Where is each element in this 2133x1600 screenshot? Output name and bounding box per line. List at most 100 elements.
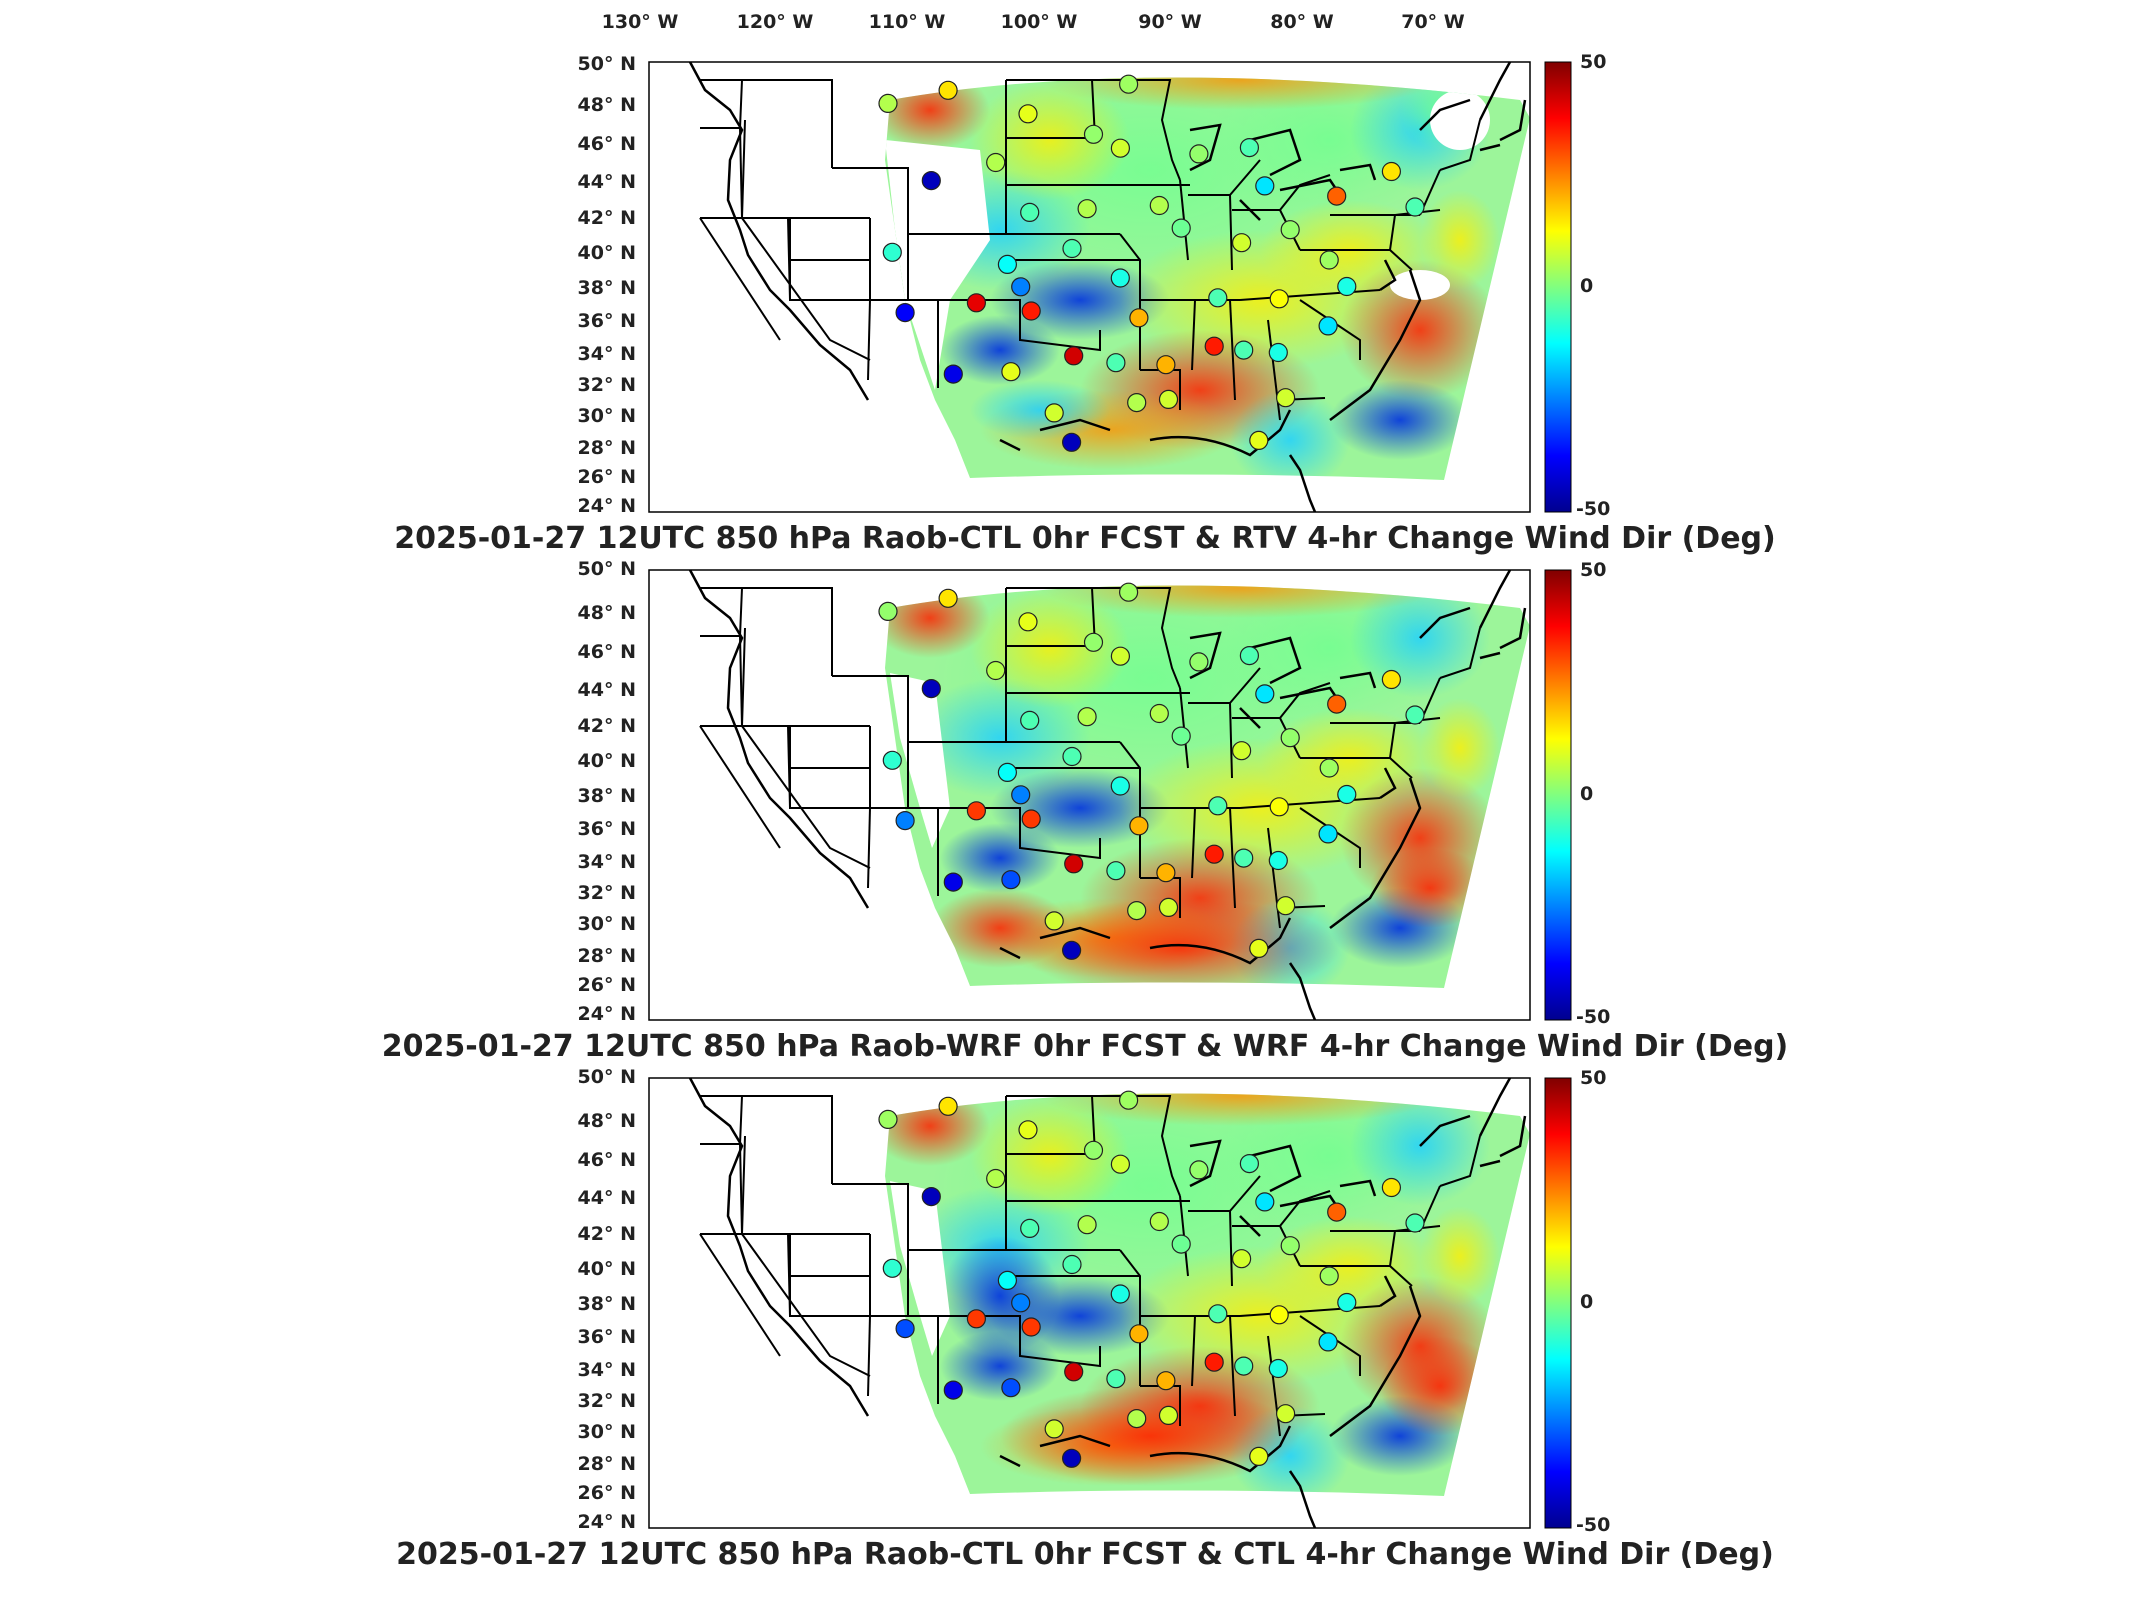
lat-label-40n: 40° N — [578, 1258, 636, 1280]
panel-3-title: 2025-01-27 12UTC 850 hPa Raob-CTL 0hr FC… — [396, 1537, 1774, 1572]
state-boundary-line — [699, 725, 781, 849]
state-boundary-line — [741, 1233, 871, 1377]
raob-station-marker — [1018, 612, 1038, 632]
raob-station-marker — [1110, 776, 1130, 796]
raob-station-marker — [895, 303, 915, 323]
field-anomaly-blob — [970, 1096, 1130, 1216]
lat-label-40n: 40° N — [578, 750, 636, 772]
lat-label-36n: 36° N — [578, 1326, 636, 1348]
field-anomaly-blob — [1420, 698, 1500, 798]
coastline — [1379, 259, 1397, 292]
lat-label-34n: 34° N — [578, 851, 636, 873]
coastline — [1479, 651, 1501, 660]
raob-station-marker — [1077, 707, 1097, 727]
raob-station-marker — [1011, 277, 1031, 297]
raob-station-marker — [1018, 1120, 1038, 1140]
lat-label-50n: 50° N — [578, 558, 636, 580]
raob-station-marker — [1001, 870, 1021, 890]
coastline — [1499, 99, 1527, 142]
lat-label-24n: 24° N — [578, 1511, 636, 1533]
lat-label-48n: 48° N — [578, 602, 636, 624]
state-boundary-line — [1389, 757, 1413, 779]
raob-station-marker — [1234, 340, 1254, 360]
raob-station-marker — [1110, 646, 1131, 666]
raob-station-marker — [986, 1168, 1006, 1189]
lat-label-46n: 46° N — [578, 641, 636, 663]
colorbar-max-label: 50 — [1580, 51, 1606, 73]
state-boundary-line — [1006, 587, 1097, 647]
raob-station-marker — [1129, 1324, 1149, 1344]
missing-data-area — [1430, 90, 1490, 150]
lon-label-80w: 80° W — [1270, 11, 1334, 33]
lon-label-90w: 90° W — [1138, 11, 1202, 33]
raob-station-marker — [1044, 911, 1064, 931]
state-boundary-line — [1006, 1315, 1101, 1368]
state-boundary-line — [700, 1095, 833, 1184]
raob-station-marker — [1269, 797, 1289, 817]
panel-3-colorbar: 50 0 -50 — [1544, 1067, 1610, 1536]
panel-1: 50° N 48° N 46° N 44° N 42° N 40° N 38° … — [394, 51, 1776, 556]
raob-station-marker — [997, 254, 1018, 274]
raob-station-marker — [1275, 896, 1296, 916]
raob-station-marker — [1280, 1236, 1300, 1256]
lat-label-48n: 48° N — [578, 1110, 636, 1132]
field-anomaly-blob — [1420, 190, 1500, 290]
coastline — [1499, 1115, 1527, 1158]
state-boundary-line — [867, 1315, 871, 1397]
state-boundary-line — [867, 299, 871, 381]
raob-station-marker — [1204, 1352, 1224, 1372]
raob-station-marker — [997, 762, 1018, 782]
raob-station-marker — [1061, 940, 1082, 960]
raob-station-marker — [1149, 1211, 1169, 1232]
coastline — [1478, 1077, 1512, 1137]
raob-station-marker — [1208, 288, 1228, 308]
field-anomaly-blob — [1230, 390, 1350, 480]
raob-station-marker — [1018, 104, 1038, 124]
raob-station-marker — [1405, 197, 1425, 217]
coastline — [1249, 636, 1302, 685]
colorbar-min-label: -50 — [1576, 1006, 1610, 1028]
raob-station-marker — [1319, 1266, 1339, 1286]
raob-station-marker — [1149, 195, 1169, 216]
coastline — [1149, 1425, 1292, 1473]
field-anomaly-blob — [970, 588, 1130, 708]
state-boundary-line — [700, 587, 833, 676]
lat-label-28n: 28° N — [578, 437, 636, 459]
field-anomaly-blob — [1000, 1386, 1300, 1486]
raob-station-marker — [1231, 233, 1252, 253]
raob-station-marker — [921, 171, 941, 191]
panel-3: 50° N 48° N 46° N 44° N 42° N 40° N 38° … — [396, 1066, 1774, 1572]
lat-label-50n: 50° N — [578, 53, 636, 75]
raob-station-marker — [1275, 388, 1296, 408]
raob-station-marker — [1083, 1140, 1104, 1160]
coastline — [1288, 962, 1317, 1021]
raob-station-marker — [1171, 1234, 1191, 1254]
state-boundary-line — [741, 1135, 746, 1235]
coastline — [1379, 1275, 1397, 1308]
lat-label-40n: 40° N — [578, 242, 636, 264]
raob-station-marker — [1268, 342, 1288, 363]
state-boundary-line — [1140, 1385, 1181, 1426]
coastline — [1329, 269, 1422, 421]
raob-station-marker — [1158, 897, 1179, 917]
raob-stations — [878, 582, 1425, 960]
raob-station-marker — [1319, 758, 1339, 778]
raob-station-marker — [938, 588, 958, 608]
raob-station-marker — [1127, 1409, 1147, 1429]
lat-label-50n: 50° N — [578, 1066, 636, 1088]
map-frame-border — [648, 569, 1531, 1021]
state-boundary-line — [700, 79, 833, 168]
raob-station-marker — [1011, 785, 1031, 805]
raob-station-marker — [1020, 202, 1040, 222]
state-boundary-line — [1439, 1135, 1481, 1187]
state-boundary-line — [741, 627, 746, 727]
lat-label-36n: 36° N — [578, 310, 636, 332]
raob-station-marker — [1083, 124, 1104, 144]
raob-station-marker — [986, 152, 1006, 173]
panel-1-colorbar: 50 0 -50 — [1544, 51, 1610, 520]
state-boundary-line — [699, 217, 781, 341]
lat-label-34n: 34° N — [578, 1359, 636, 1381]
coastline — [999, 946, 1021, 960]
raob-station-marker — [1204, 844, 1224, 864]
coastline — [1189, 123, 1222, 172]
